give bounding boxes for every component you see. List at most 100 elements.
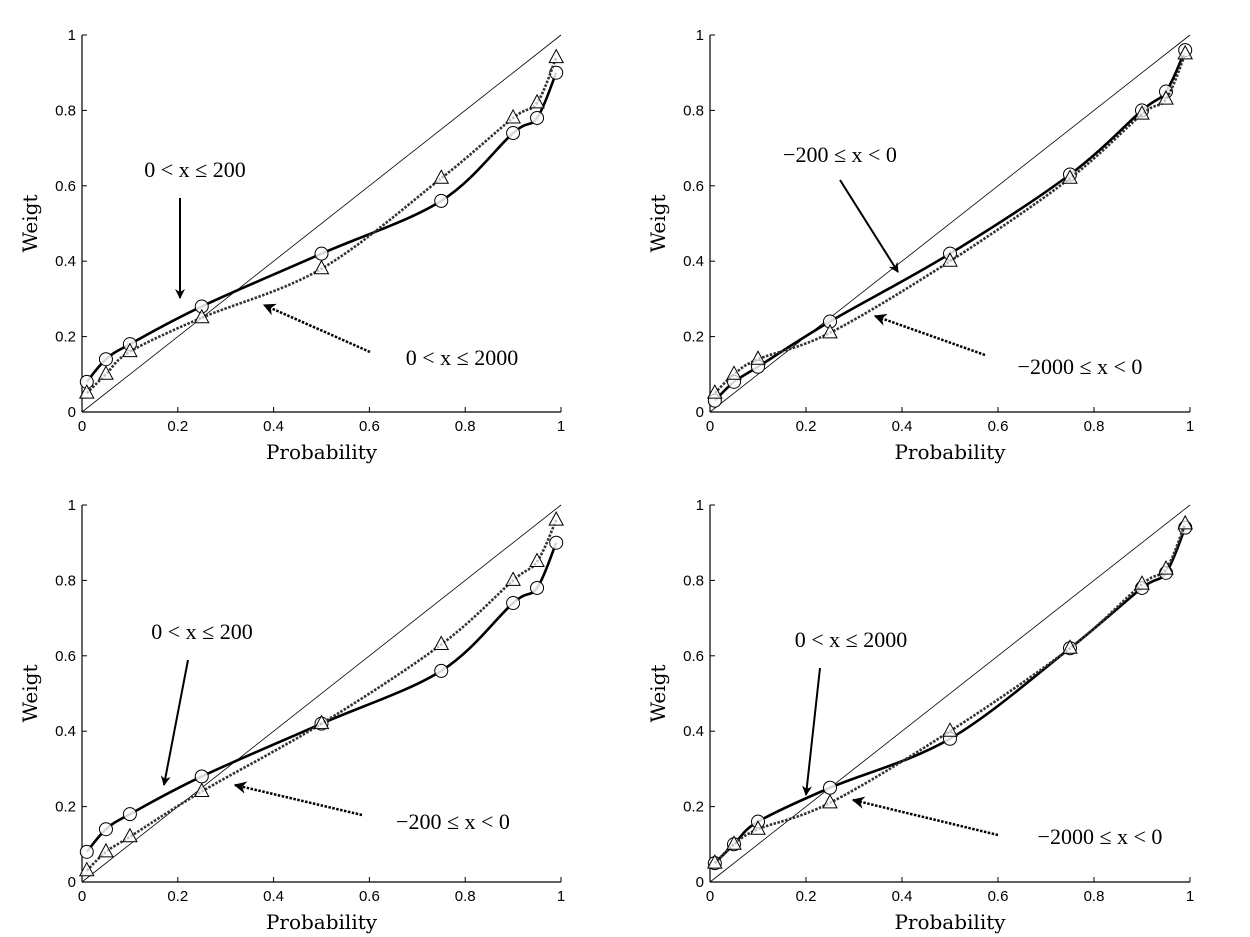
circle-marker <box>434 193 449 208</box>
triangle-marker <box>433 635 450 650</box>
triangle-marker <box>548 511 565 526</box>
triangle-marker <box>942 252 958 267</box>
triangle-marker <box>193 308 210 324</box>
series-solid-line <box>713 49 1187 402</box>
y-tick-label: 1 <box>696 497 704 514</box>
x-axis-label: Probability <box>894 910 1006 934</box>
solid-arrow <box>802 667 821 796</box>
triangle-marker <box>822 323 838 339</box>
triangle-marker <box>78 861 95 877</box>
x-tick-label: 0 <box>78 418 86 435</box>
x-tick-label: 0 <box>706 888 714 905</box>
triangle-marker <box>750 820 766 835</box>
y-axis-label: Weigt <box>646 195 670 253</box>
subplot-3: 0 0.2 0.4 0.6 0.8 1 0 0.2 0.4 0.6 0.8 1 Probability W… <box>18 497 565 934</box>
triangle-marker <box>313 259 330 275</box>
circle-marker <box>98 822 113 837</box>
circle-marker <box>194 769 209 784</box>
triangle-marker <box>193 782 210 798</box>
series-solid-line <box>85 72 558 383</box>
x-tick-label: 0.8 <box>1084 888 1105 905</box>
y-tick-label: 0 <box>68 874 76 891</box>
subplot-4: 0 0.2 0.4 0.6 0.8 1 0 0.2 0.4 0.6 0.8 1 Probability W… <box>646 497 1194 934</box>
solid-arrow <box>839 179 899 273</box>
triangle-marker <box>98 842 114 858</box>
annotation-label: −2000 ≤ x < 0 <box>1018 354 1143 379</box>
annotation-label: 0 < x ≤ 200 <box>151 619 252 644</box>
reference-diagonal-line <box>81 504 562 883</box>
x-axis-label: Probability <box>266 440 378 464</box>
x-tick-label: 0.4 <box>892 418 913 435</box>
triangle-marker <box>529 552 545 568</box>
triangle-marker <box>726 835 742 850</box>
triangle-marker <box>1158 560 1174 575</box>
annotation-label: −2000 ≤ x < 0 <box>1038 824 1163 849</box>
y-tick-label: 1 <box>68 27 76 44</box>
x-tick-label: 0 <box>706 418 714 435</box>
dotted-arrow <box>851 796 999 837</box>
x-tick-label: 1 <box>557 888 565 905</box>
triangle-marker <box>1062 169 1078 184</box>
x-tick-label: 0.8 <box>455 888 476 905</box>
y-tick-label: 0.2 <box>683 799 704 816</box>
circle-marker <box>549 65 564 80</box>
circle-marker <box>506 126 521 141</box>
x-tick-label: 0.6 <box>988 418 1009 435</box>
series-solid-line <box>713 527 1187 865</box>
triangle-marker <box>433 169 450 184</box>
x-axis-label: Probability <box>894 440 1006 464</box>
y-axis-label: Weigt <box>18 195 42 253</box>
x-tick-label: 1 <box>1186 418 1194 435</box>
y-tick-label: 0.8 <box>55 572 76 589</box>
dotted-arrow <box>873 313 986 357</box>
reference-diagonal-line <box>81 34 562 413</box>
y-tick-label: 0.2 <box>683 329 704 346</box>
y-tick-label: 0.6 <box>55 178 76 195</box>
x-tick-label: 0.8 <box>455 418 476 435</box>
circle-marker <box>530 110 545 125</box>
triangle-marker <box>78 384 95 399</box>
circle-marker <box>98 352 113 367</box>
triangle-marker <box>548 48 565 64</box>
x-axis-label: Probability <box>266 910 378 934</box>
x-tick-label: 0.6 <box>359 888 380 905</box>
triangle-marker <box>1134 105 1150 120</box>
y-tick-label: 1 <box>696 27 704 44</box>
subplot-2: 0 0.2 0.4 0.6 0.8 1 0 0.2 0.4 0.6 0.8 1 Probability W… <box>646 27 1194 464</box>
x-tick-label: 0.2 <box>167 888 188 905</box>
x-tick-label: 1 <box>1186 888 1194 905</box>
circle-marker <box>530 580 545 595</box>
triangle-marker <box>750 350 766 365</box>
y-tick-label: 0 <box>696 874 704 891</box>
triangle-marker <box>706 854 723 869</box>
x-tick-label: 0.6 <box>359 418 380 435</box>
x-tick-label: 0.2 <box>796 888 817 905</box>
x-tick-label: 0.2 <box>167 418 188 435</box>
circle-marker <box>823 780 837 795</box>
triangle-marker <box>822 793 838 809</box>
circle-marker <box>434 663 449 678</box>
y-tick-label: 0 <box>68 404 76 421</box>
subplot-1: 0 0.2 0.4 0.6 0.8 1 0 0.2 0.4 0.6 0.8 1 Probability W… <box>18 27 565 464</box>
annotation-label: −200 ≤ x < 0 <box>396 809 510 834</box>
y-tick-label: 0.4 <box>55 253 76 270</box>
circle-marker <box>314 246 329 261</box>
y-tick-label: 0.6 <box>55 648 76 665</box>
y-tick-label: 0.2 <box>55 329 76 346</box>
x-tick-label: 0.6 <box>988 888 1009 905</box>
y-axis-label: Weigt <box>646 665 670 723</box>
triangle-marker <box>1177 44 1194 60</box>
annotation-label: −200 ≤ x < 0 <box>783 142 897 167</box>
triangle-marker <box>505 571 521 586</box>
x-tick-label: 0.4 <box>263 888 284 905</box>
triangle-marker <box>1177 514 1194 530</box>
y-tick-label: 0 <box>696 404 704 421</box>
annotation-label: 0 < x ≤ 2000 <box>406 345 518 370</box>
y-tick-label: 0.2 <box>55 799 76 816</box>
circle-marker <box>122 807 137 822</box>
triangle-marker <box>1158 90 1174 105</box>
y-tick-label: 0.8 <box>683 102 704 119</box>
y-tick-label: 0.4 <box>683 723 704 740</box>
x-tick-label: 0.4 <box>892 888 913 905</box>
